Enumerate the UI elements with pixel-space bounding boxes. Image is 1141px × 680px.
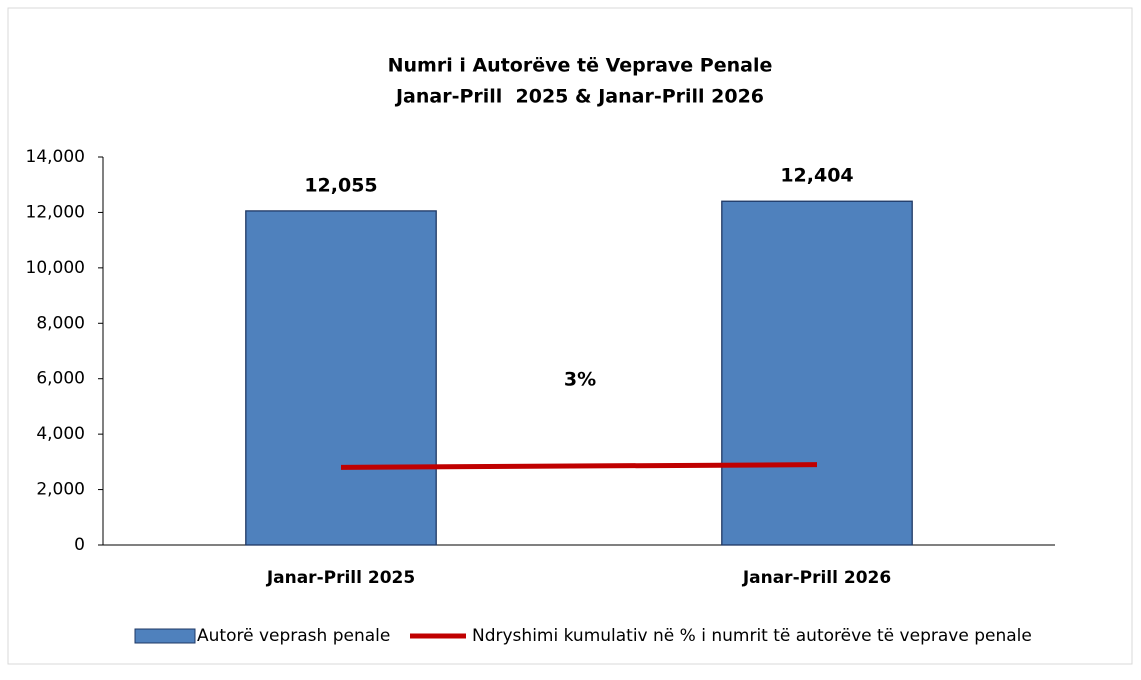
data-label: 12,055 — [304, 174, 377, 196]
y-tick-label: 6,000 — [36, 369, 85, 389]
y-tick-label: 14,000 — [26, 147, 85, 167]
line — [340, 462, 818, 470]
bar — [721, 200, 913, 546]
y-tick-label: 12,000 — [26, 202, 85, 222]
legend-label: Autorë veprash penale — [197, 626, 390, 646]
legend-label: Ndryshimi kumulativ në % i numrit të aut… — [472, 626, 1032, 646]
chart-title: Numri i Autorëve të Veprave Penale — [388, 55, 773, 77]
y-tick-label: 8,000 — [36, 313, 85, 333]
chart-subtitle: Janar-Prill 2025 & Janar-Prill 2026 — [394, 86, 764, 108]
bar — [245, 210, 437, 546]
x-tick-label: Janar-Prill 2025 — [266, 568, 415, 588]
y-tick-label: 10,000 — [26, 258, 85, 278]
annotation: 3% — [564, 369, 596, 391]
chart-border — [7, 7, 1133, 665]
x-tick-label: Janar-Prill 2026 — [742, 568, 891, 588]
y-tick-label: 0 — [74, 535, 85, 555]
data-label: 12,404 — [780, 165, 853, 187]
y-tick-label: 4,000 — [36, 424, 85, 444]
y-tick-label: 2,000 — [36, 480, 85, 500]
legend-swatch — [134, 628, 196, 644]
